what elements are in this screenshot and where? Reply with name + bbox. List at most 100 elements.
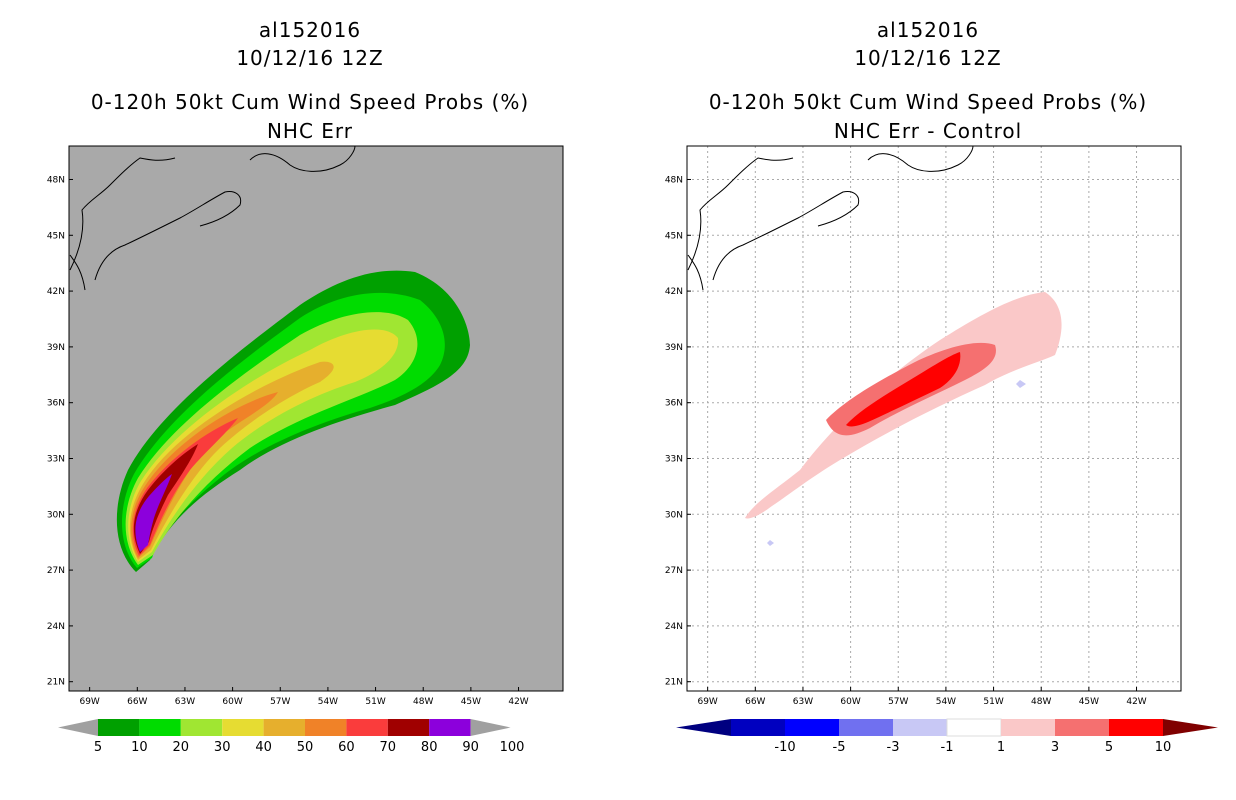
colorbar-label: -10 bbox=[774, 740, 795, 755]
lat-tick-label: 33N bbox=[665, 454, 683, 464]
colorbar-label: 1 bbox=[997, 740, 1005, 755]
lon-tick-label: 51W bbox=[983, 697, 1003, 707]
right-map-background bbox=[687, 146, 1181, 691]
colorbar-label: 5 bbox=[1105, 740, 1113, 755]
colorbar-label: 90 bbox=[462, 740, 479, 755]
right-title-line-4: NHC Err - Control bbox=[833, 119, 1023, 143]
right-map-frame bbox=[686, 145, 1182, 692]
colorbar-swatch bbox=[1001, 719, 1055, 736]
lon-tick-label: 42W bbox=[1126, 697, 1146, 707]
left-title-line-3: 0-120h 50kt Cum Wind Speed Probs (%) bbox=[90, 90, 530, 114]
lon-tick-label: 45W bbox=[1079, 697, 1099, 707]
lon-tick-label: 54W bbox=[318, 697, 338, 707]
lat-tick-label: 30N bbox=[47, 510, 65, 520]
colorbar-label: 3 bbox=[1051, 740, 1059, 755]
colorbar-swatch bbox=[839, 719, 893, 736]
colorbar-label: 30 bbox=[214, 740, 231, 755]
lon-tick-label: 66W bbox=[127, 697, 147, 707]
colorbar-swatch bbox=[731, 719, 785, 736]
colorbar-swatch bbox=[946, 718, 1002, 737]
right-contour-5 bbox=[846, 352, 961, 427]
left-lon-ticks: 69W 66W 63W 60W 57W 54W 51W 48W 45W 42W bbox=[79, 687, 529, 707]
left-contour-60 bbox=[132, 418, 238, 556]
lon-tick-label: 60W bbox=[222, 697, 242, 707]
lat-tick-label: 33N bbox=[47, 454, 65, 464]
right-minus-blob-1 bbox=[1016, 380, 1026, 388]
lat-tick-label: 24N bbox=[47, 622, 65, 632]
right-gridlines bbox=[687, 146, 1181, 691]
lon-tick-label: 57W bbox=[888, 697, 908, 707]
right-colorbar: -10 -5 -3 -1 1 3 5 10 bbox=[676, 718, 1218, 755]
colorbar-label: 10 bbox=[131, 740, 148, 755]
lat-tick-label: 48N bbox=[47, 175, 65, 185]
lat-tick-label: 36N bbox=[47, 399, 65, 409]
lat-tick-label: 27N bbox=[47, 566, 65, 576]
colorbar-label: 10 bbox=[1155, 740, 1172, 755]
colorbar-label: 20 bbox=[173, 740, 190, 755]
colorbar-swatch bbox=[222, 719, 264, 736]
colorbar-label: 40 bbox=[255, 740, 272, 755]
colorbar-swatch bbox=[1109, 719, 1163, 736]
lat-tick-label: 48N bbox=[665, 175, 683, 185]
right-contours bbox=[687, 146, 1062, 546]
colorbar-high-triangle bbox=[470, 719, 511, 736]
colorbar-swatch bbox=[180, 719, 223, 736]
right-coastline bbox=[687, 146, 974, 291]
right-title-line-1: al152016 bbox=[876, 18, 980, 42]
colorbar-swatch bbox=[785, 719, 839, 736]
left-title-line-2: 10/12/16 12Z bbox=[236, 46, 384, 70]
lat-tick-label: 39N bbox=[47, 343, 65, 353]
colorbar-label: -1 bbox=[941, 740, 954, 755]
colorbar-swatch bbox=[429, 719, 471, 736]
lat-tick-label: 36N bbox=[665, 399, 683, 409]
lat-tick-label: 39N bbox=[665, 343, 683, 353]
right-title-line-3: 0-120h 50kt Cum Wind Speed Probs (%) bbox=[708, 90, 1148, 114]
colorbar-label: -3 bbox=[887, 740, 900, 755]
left-colorbar: 5 10 20 30 40 50 60 70 80 90 100 bbox=[58, 719, 524, 755]
lon-tick-label: 48W bbox=[1031, 697, 1051, 707]
left-contour-30 bbox=[128, 329, 399, 562]
lat-tick-label: 30N bbox=[665, 510, 683, 520]
left-map-frame bbox=[68, 145, 564, 692]
colorbar-label: 80 bbox=[421, 740, 438, 755]
lon-tick-label: 42W bbox=[508, 697, 528, 707]
left-coastline bbox=[69, 146, 356, 291]
left-lat-ticks: 48N 45N 42N 39N 36N 33N 30N 27N 24N 21N bbox=[47, 175, 73, 688]
colorbar-label: 100 bbox=[500, 740, 525, 755]
colorbar-swatch bbox=[263, 719, 305, 736]
colorbar-label: 5 bbox=[94, 740, 102, 755]
lon-tick-label: 60W bbox=[840, 697, 860, 707]
lon-tick-label: 54W bbox=[936, 697, 956, 707]
lat-tick-label: 24N bbox=[665, 622, 683, 632]
lon-tick-label: 69W bbox=[697, 697, 717, 707]
lon-tick-label: 66W bbox=[745, 697, 765, 707]
lat-tick-label: 42N bbox=[47, 287, 65, 297]
colorbar-label: 50 bbox=[297, 740, 314, 755]
colorbar-label: 70 bbox=[380, 740, 397, 755]
lon-tick-label: 48W bbox=[413, 697, 433, 707]
colorbar-low-triangle bbox=[58, 719, 98, 736]
right-minus-blob-2 bbox=[767, 540, 774, 546]
lon-tick-label: 57W bbox=[270, 697, 290, 707]
lon-tick-label: 51W bbox=[365, 697, 385, 707]
lat-tick-label: 21N bbox=[665, 678, 683, 688]
colorbar-swatch bbox=[1055, 719, 1109, 736]
colorbar-low-triangle bbox=[676, 719, 731, 736]
lon-tick-label: 63W bbox=[175, 697, 195, 707]
left-title-line-4: NHC Err bbox=[266, 119, 354, 143]
lat-tick-label: 45N bbox=[47, 231, 65, 241]
lon-tick-label: 63W bbox=[793, 697, 813, 707]
lon-tick-label: 69W bbox=[79, 697, 99, 707]
colorbar-swatch bbox=[139, 719, 181, 736]
colorbar-high-triangle bbox=[1163, 719, 1218, 736]
colorbar-label: 60 bbox=[338, 740, 355, 755]
right-lon-ticks: 69W 66W 63W 60W 57W 54W 51W 48W 45W 42W bbox=[697, 687, 1147, 707]
lat-tick-label: 45N bbox=[665, 231, 683, 241]
right-title-line-2: 10/12/16 12Z bbox=[854, 46, 1002, 70]
lat-tick-label: 21N bbox=[47, 678, 65, 688]
colorbar-swatch bbox=[346, 719, 388, 736]
colorbar-swatch bbox=[893, 719, 947, 736]
lat-tick-label: 27N bbox=[665, 566, 683, 576]
lon-tick-label: 45W bbox=[461, 697, 481, 707]
